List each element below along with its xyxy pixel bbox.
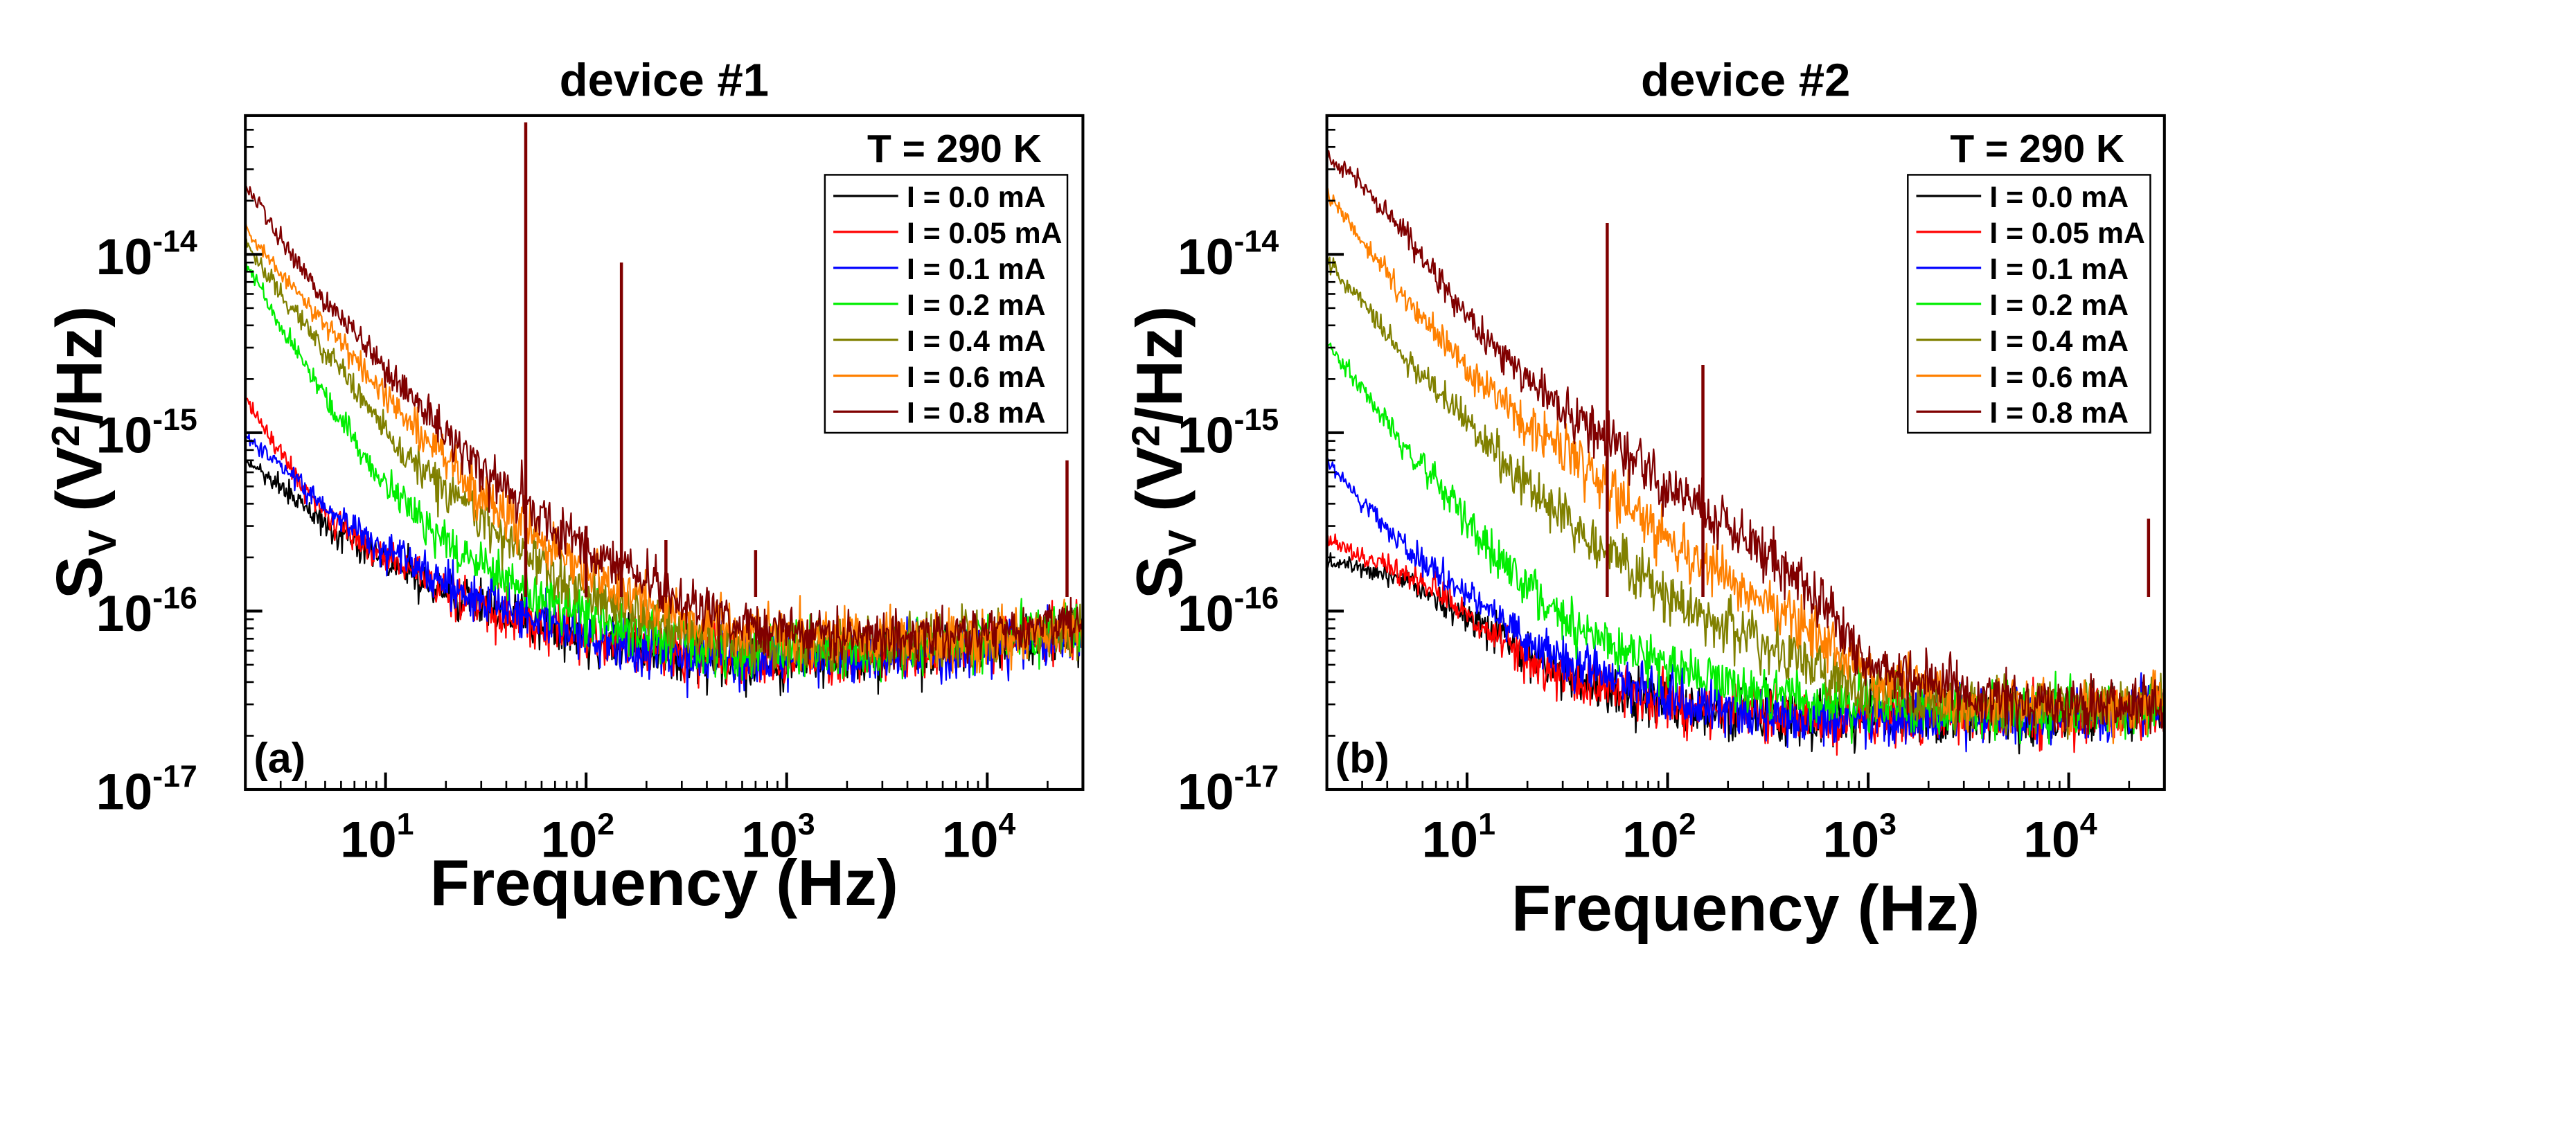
y-tick-label: 10-16: [1178, 580, 1279, 642]
plot-frame: [1325, 114, 2166, 792]
chart-title: device #1: [560, 54, 769, 106]
x-axis-label: Frequency (Hz): [430, 846, 898, 919]
y-tick-label: 10-15: [1178, 402, 1279, 464]
y-axis-label: SV (V2/Hz): [43, 306, 125, 599]
x-tick-label: 101: [340, 807, 414, 868]
series-line-i-0-8-ma: [245, 186, 1083, 679]
legend-label: I = 0.2 mA: [907, 289, 1046, 322]
legend-label: I = 0.05 mA: [907, 217, 1062, 250]
y-tick-label: 10-15: [96, 402, 197, 464]
legend-label: I = 0.0 mA: [907, 181, 1046, 214]
y-axis-label: SV (V2/Hz): [1123, 306, 1205, 599]
legend-label: I = 0.1 mA: [907, 253, 1046, 286]
legend-label: I = 0.8 mA: [907, 397, 1046, 430]
legend: I = 0.0 mAI = 0.05 mAI = 0.1 mAI = 0.2 m…: [824, 174, 1069, 434]
x-axis-label: Frequency (Hz): [1511, 872, 1980, 945]
legend-label: I = 0.0 mA: [1989, 181, 2129, 214]
y-tick-label: 10-17: [1178, 759, 1279, 821]
legend-label: I = 0.6 mA: [907, 361, 1046, 394]
plot-frame: [244, 114, 1085, 792]
temperature-annotation: T = 290 K: [867, 127, 1042, 171]
y-tick-label: 10-14: [96, 224, 197, 285]
panel-label: (a): [254, 735, 305, 782]
x-tick-label: 102: [1622, 807, 1696, 868]
x-tick-label: 104: [2023, 807, 2097, 868]
x-tick-label: 103: [1823, 807, 1897, 868]
chart-title: device #2: [1641, 54, 1850, 106]
legend-label: I = 0.1 mA: [1989, 253, 2129, 286]
legend-label: I = 0.6 mA: [1989, 361, 2129, 394]
x-tick-label: 102: [541, 807, 614, 868]
y-tick-label: 10-17: [96, 759, 197, 821]
x-tick-label: 104: [942, 807, 1016, 868]
x-tick-label: 103: [741, 807, 815, 868]
panel-device-2: device #2 101 102 103 104 10-17 10-16 10-15 10-…: [1123, 54, 2166, 945]
legend-label: I = 0.8 mA: [1989, 397, 2129, 430]
x-tick-label: 101: [1422, 807, 1495, 868]
series-line-i-0-1-ma: [1326, 458, 2165, 753]
legend-label: I = 0.4 mA: [907, 325, 1046, 358]
legend-label: I = 0.4 mA: [1989, 325, 2129, 358]
panel-device-1: device #1 101 102 103 104 10-17 10-16 10-15 10-…: [43, 54, 1085, 919]
legend: I = 0.0 mAI = 0.05 mAI = 0.1 mAI = 0.2 m…: [1907, 174, 2151, 434]
y-tick-label: 10-14: [1178, 224, 1279, 285]
y-tick-label: 10-16: [96, 580, 197, 642]
legend-label: I = 0.05 mA: [1989, 217, 2144, 250]
temperature-annotation: T = 290 K: [1950, 127, 2124, 171]
panel-label: (b): [1335, 735, 1389, 782]
legend-label: I = 0.2 mA: [1989, 289, 2129, 322]
series-line-i-0-8-ma: [1326, 150, 2165, 735]
